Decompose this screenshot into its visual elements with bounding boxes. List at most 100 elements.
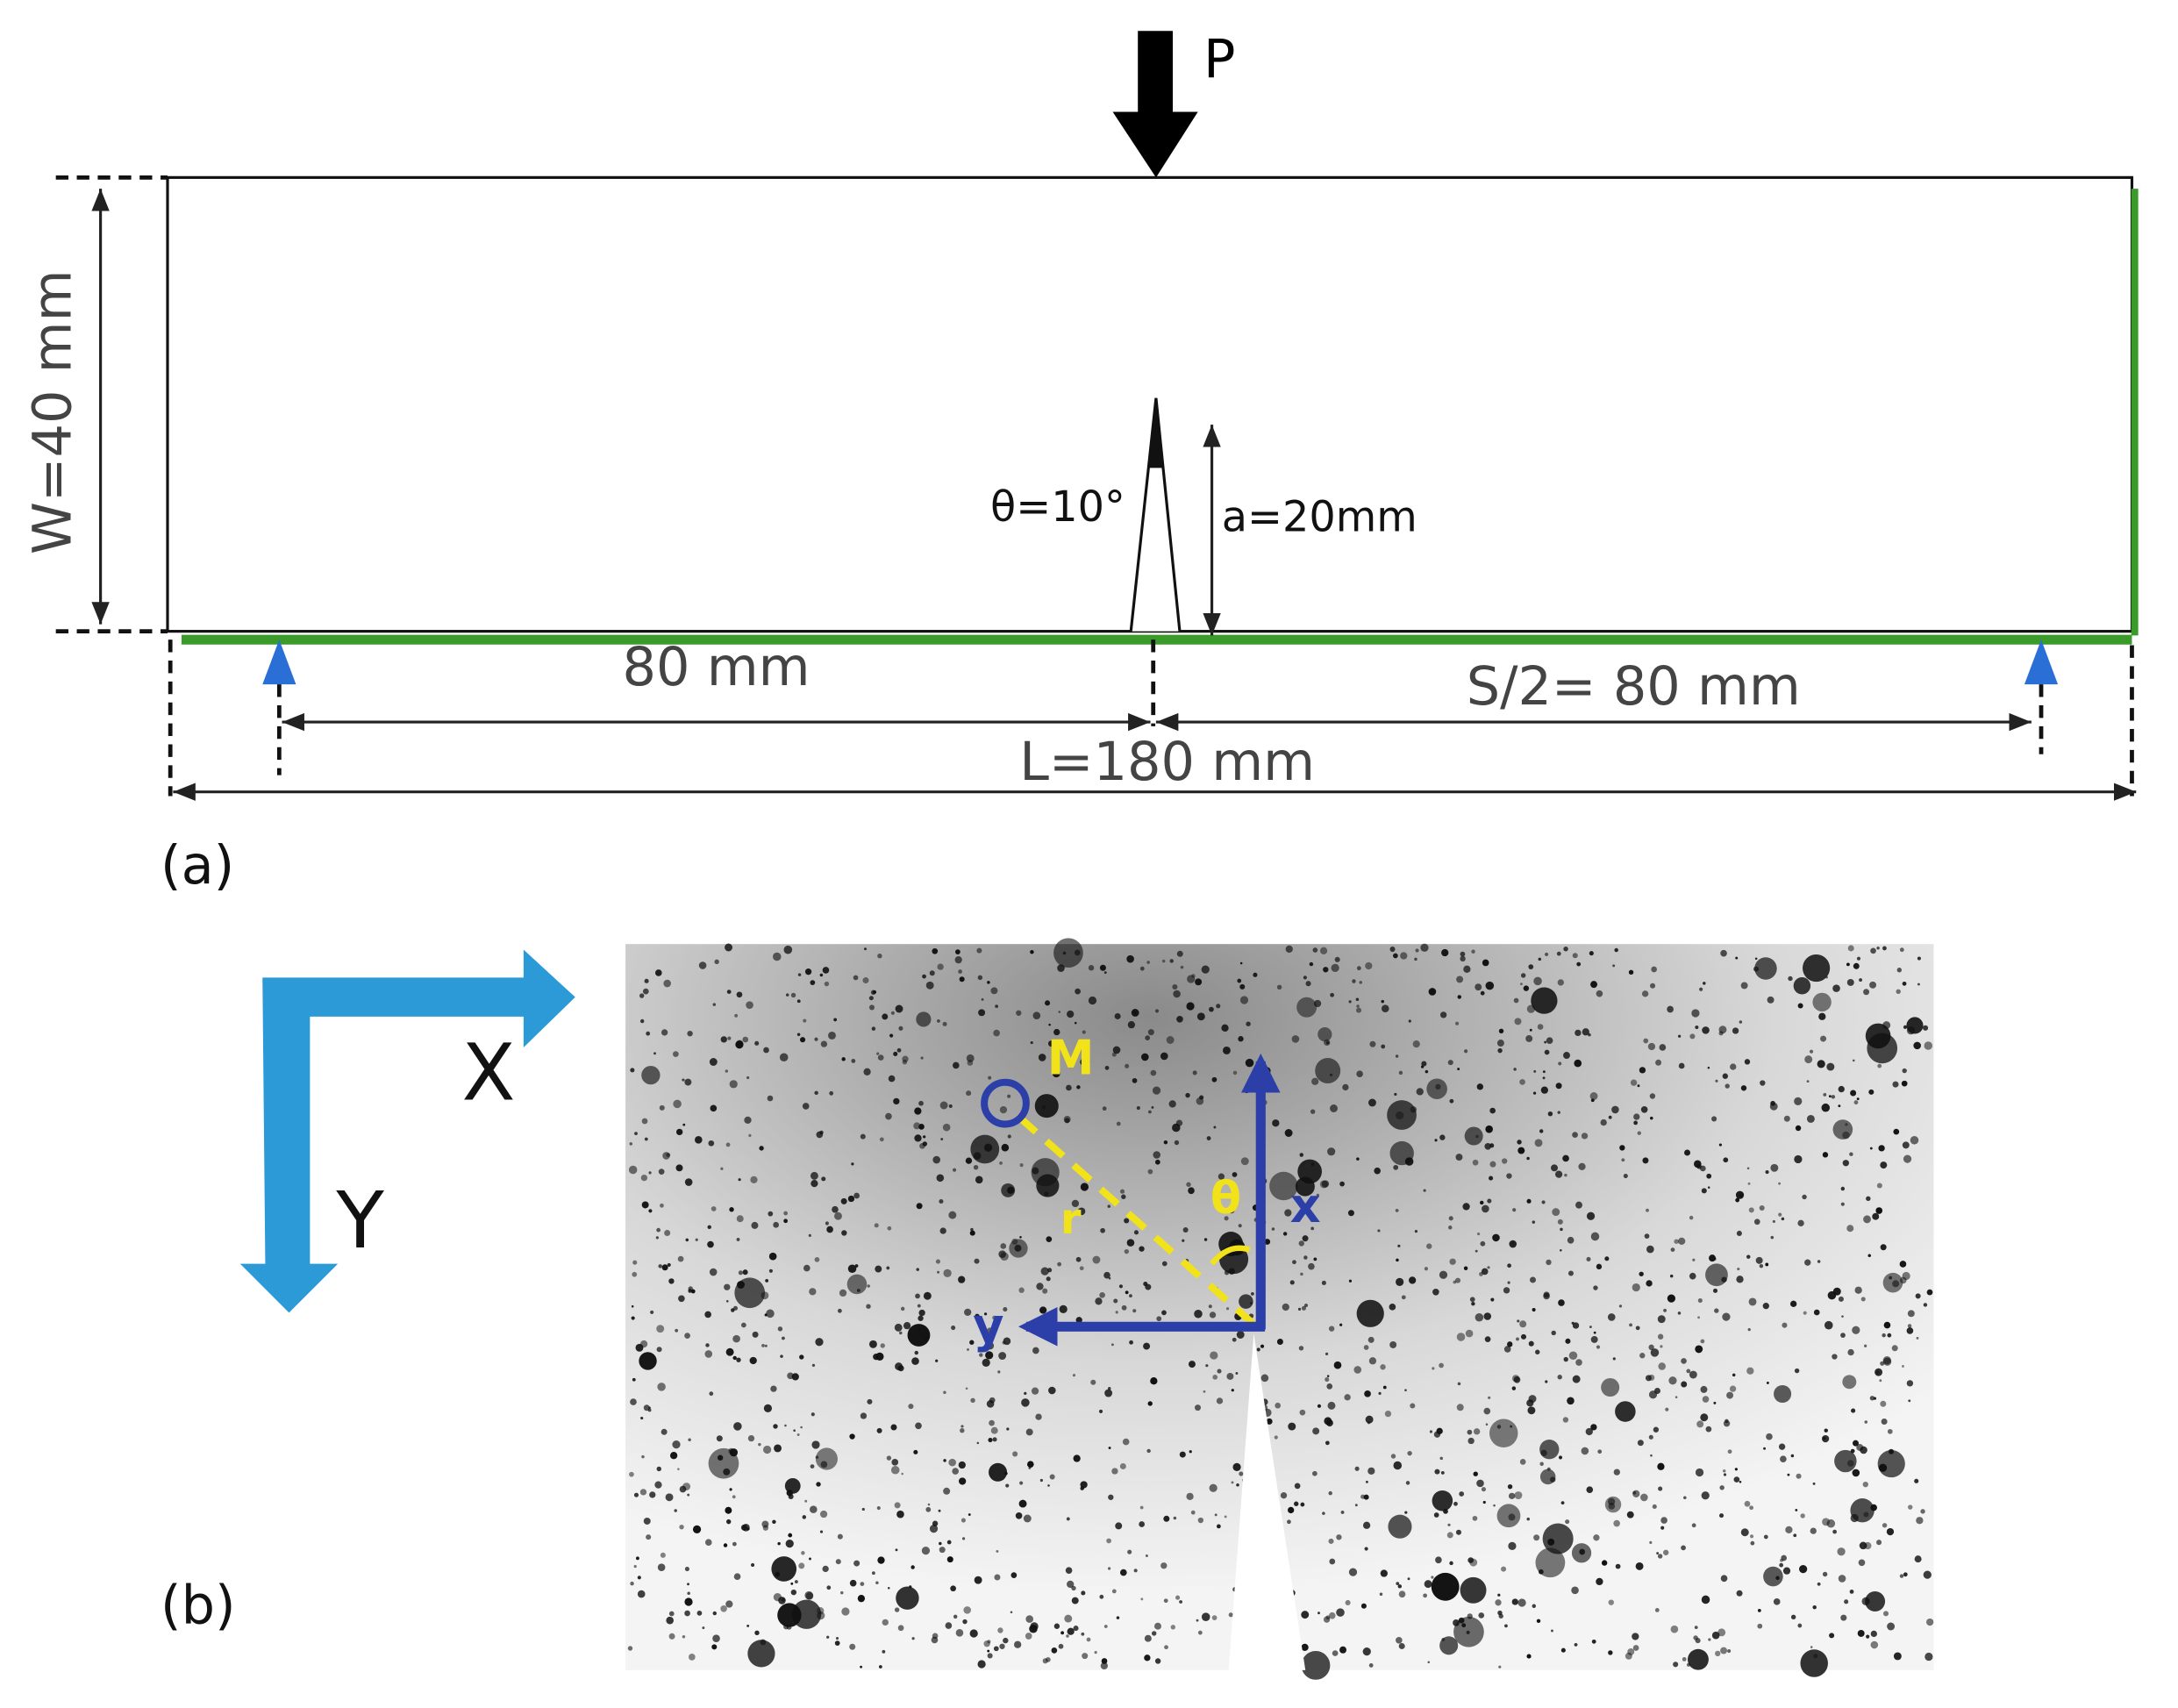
speckle bbox=[780, 1354, 783, 1358]
speckle bbox=[1558, 1061, 1562, 1066]
speckle bbox=[1859, 978, 1862, 982]
speckle bbox=[1327, 1147, 1336, 1156]
speckle bbox=[965, 1387, 968, 1390]
speckle bbox=[1882, 1021, 1891, 1030]
speckle bbox=[1144, 1654, 1151, 1662]
speckle bbox=[1423, 1593, 1428, 1598]
speckle bbox=[1604, 1496, 1622, 1513]
speckle bbox=[1166, 1036, 1175, 1044]
speckle bbox=[1719, 1485, 1725, 1490]
speckle bbox=[1196, 1619, 1199, 1622]
speckle bbox=[1593, 1285, 1598, 1290]
speckle bbox=[1689, 1272, 1696, 1280]
speckle bbox=[1503, 1287, 1510, 1294]
speckle bbox=[1453, 1280, 1457, 1284]
panel-a: P W=40 mm θ=10° a=20mm 80 mm S/2= 80 mm … bbox=[22, 29, 2139, 897]
speckle bbox=[885, 1112, 892, 1120]
speckle bbox=[644, 1137, 648, 1141]
speckle bbox=[1516, 1337, 1519, 1341]
speckle bbox=[644, 978, 649, 983]
speckle bbox=[1646, 1208, 1649, 1212]
speckle bbox=[1226, 1372, 1234, 1380]
speckle bbox=[1496, 1425, 1502, 1429]
speckle bbox=[1025, 1633, 1032, 1640]
speckle bbox=[1066, 1084, 1072, 1091]
speckle bbox=[1218, 1173, 1225, 1180]
speckle bbox=[1667, 1005, 1674, 1013]
speckle bbox=[1429, 1430, 1433, 1433]
speckle bbox=[1213, 1126, 1217, 1129]
speckle bbox=[1542, 1076, 1546, 1080]
speckle bbox=[1829, 1633, 1835, 1639]
speckle bbox=[1245, 1058, 1254, 1068]
speckle bbox=[711, 1644, 718, 1650]
speckle bbox=[655, 1236, 659, 1240]
speckle bbox=[1333, 1361, 1342, 1369]
speckle bbox=[1173, 990, 1181, 998]
speckle bbox=[902, 1059, 908, 1065]
speckle bbox=[1613, 1519, 1620, 1527]
speckle bbox=[1681, 1381, 1688, 1388]
speckle bbox=[810, 1171, 818, 1180]
speckle bbox=[1787, 1473, 1790, 1476]
speckle bbox=[849, 1433, 855, 1440]
speckle bbox=[1902, 1141, 1910, 1149]
speckle bbox=[1557, 1375, 1562, 1380]
speckle bbox=[667, 1262, 671, 1267]
speckle bbox=[1880, 1161, 1888, 1169]
speckle bbox=[1650, 1116, 1653, 1120]
speckle bbox=[1564, 1173, 1567, 1177]
speckle bbox=[678, 1295, 685, 1303]
speckle bbox=[1161, 1310, 1167, 1316]
speckle bbox=[1490, 1297, 1495, 1302]
speckle bbox=[1147, 1168, 1153, 1175]
speckle bbox=[1232, 1070, 1238, 1076]
speckle bbox=[1498, 1665, 1502, 1669]
speckle bbox=[983, 1640, 990, 1647]
speckle bbox=[863, 1068, 871, 1076]
speckle bbox=[1075, 1317, 1082, 1324]
speckle bbox=[1163, 1515, 1170, 1522]
speckle bbox=[1453, 1501, 1458, 1506]
speckle bbox=[1483, 1312, 1492, 1320]
speckle bbox=[811, 1440, 820, 1449]
speckle bbox=[922, 974, 926, 979]
speckle bbox=[955, 1629, 964, 1637]
speckle bbox=[1893, 1652, 1902, 1661]
speckle bbox=[918, 1100, 924, 1106]
speckle bbox=[1473, 1471, 1478, 1476]
speckle bbox=[1838, 1296, 1844, 1302]
speckle bbox=[1454, 1021, 1460, 1026]
speckle bbox=[1485, 1423, 1489, 1426]
speckle bbox=[907, 1324, 931, 1347]
speckle bbox=[1389, 1340, 1397, 1348]
speckle bbox=[1330, 1104, 1338, 1112]
speckle bbox=[1700, 1385, 1708, 1393]
speckles bbox=[627, 938, 1934, 1680]
speckle bbox=[918, 1328, 921, 1332]
speckle bbox=[1276, 1338, 1283, 1345]
speckle bbox=[639, 1489, 647, 1496]
speckle bbox=[725, 943, 732, 952]
speckle bbox=[1312, 1470, 1318, 1476]
speckle bbox=[1907, 1310, 1915, 1318]
speckle bbox=[798, 1562, 805, 1569]
speckle bbox=[1842, 1375, 1857, 1390]
speckle bbox=[1682, 1657, 1687, 1662]
speckle bbox=[925, 981, 934, 990]
speckle bbox=[1301, 1651, 1331, 1680]
speckle bbox=[952, 1168, 957, 1172]
speckle bbox=[1498, 1028, 1504, 1034]
speckle bbox=[895, 1548, 898, 1552]
speckle bbox=[1641, 990, 1649, 997]
speckle bbox=[679, 1524, 684, 1530]
speckle bbox=[1501, 1158, 1508, 1164]
speckle bbox=[1700, 1339, 1705, 1344]
speckle bbox=[982, 1358, 990, 1367]
speckle bbox=[690, 1289, 696, 1294]
speckle bbox=[1729, 1385, 1737, 1392]
speckle bbox=[1447, 1060, 1453, 1066]
speckle bbox=[851, 1058, 856, 1063]
speckle bbox=[1656, 1552, 1660, 1555]
speckle bbox=[1124, 1218, 1130, 1224]
